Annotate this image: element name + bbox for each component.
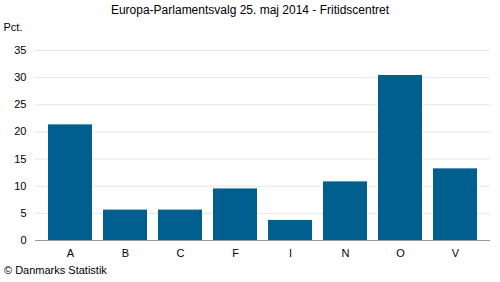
svg-text:N: N — [342, 247, 350, 259]
svg-text:0: 0 — [20, 234, 26, 246]
svg-text:I: I — [289, 247, 292, 259]
html-text:Europa-Parlamentsvalg 25. maj: Europa-Parlamentsvalg 25. maj 2014 - Fri… — [110, 3, 390, 17]
svg-text:5: 5 — [20, 207, 26, 219]
svg-text:C: C — [177, 247, 185, 259]
svg-text:B: B — [122, 247, 129, 259]
svg-text:30: 30 — [14, 71, 26, 83]
svg-text:10: 10 — [14, 180, 26, 192]
svg-text:25: 25 — [14, 98, 26, 110]
svg-text:20: 20 — [14, 125, 26, 137]
svg-text:F: F — [232, 247, 239, 259]
svg-text:Pct.: Pct. — [4, 21, 23, 33]
svg-text:15: 15 — [14, 153, 26, 165]
svg-text:35: 35 — [14, 44, 26, 56]
svg-text:V: V — [452, 247, 460, 259]
svg-text:O: O — [396, 247, 405, 259]
svg-text:A: A — [67, 247, 75, 259]
html-text:© Danmarks Statistik: © Danmarks Statistik — [4, 264, 107, 276]
